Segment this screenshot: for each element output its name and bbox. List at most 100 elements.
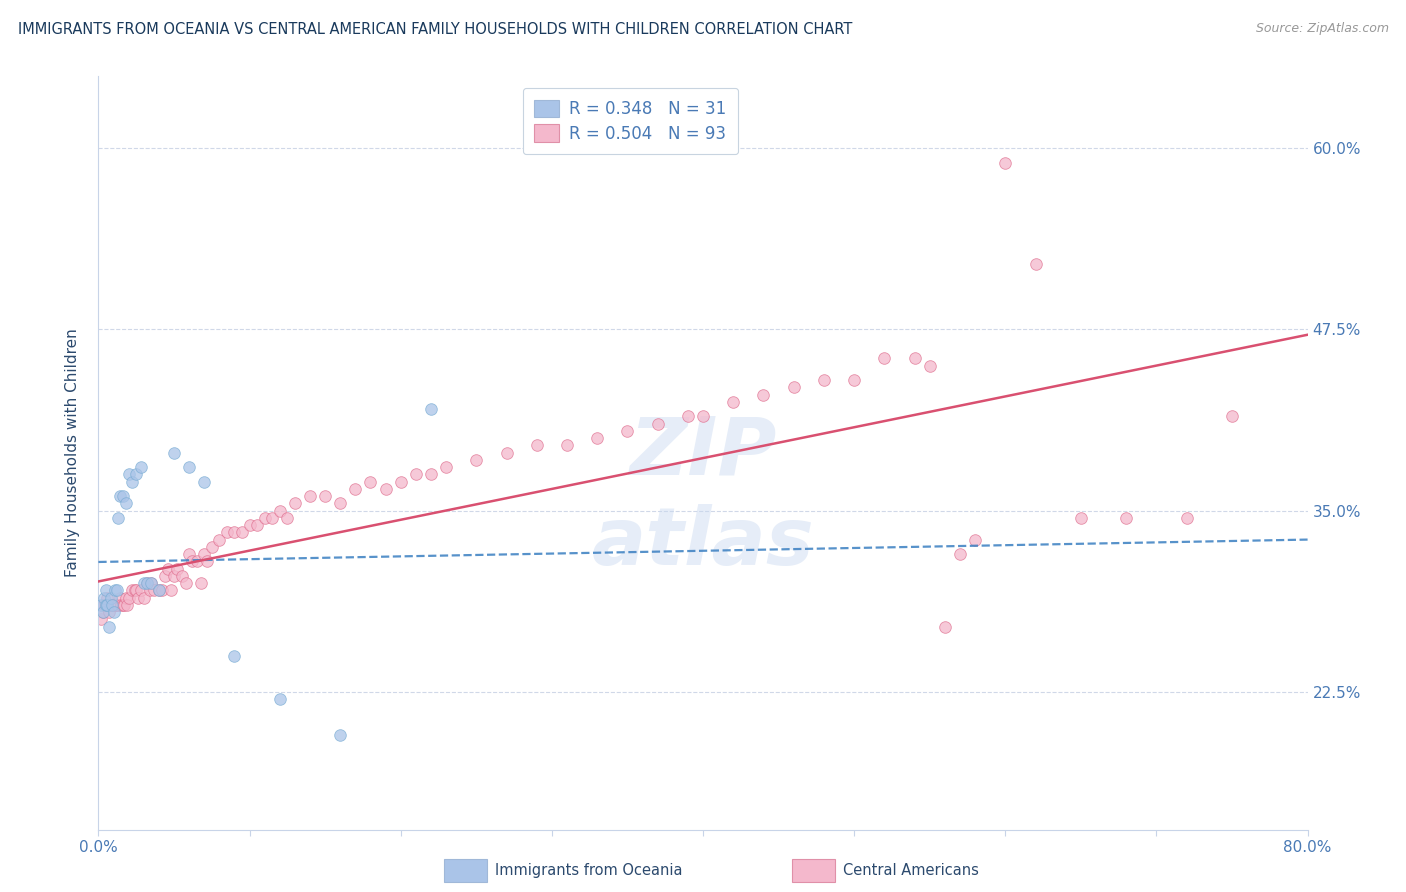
Point [231,525,253,540]
Point [965,533,987,547]
Point [141,576,163,591]
Point [179,547,201,561]
Point [239,518,262,533]
Point [193,547,215,561]
Point [224,525,246,540]
Point [181,554,204,568]
Point [105,583,128,598]
Point [105,598,128,612]
Point [215,525,238,540]
Point [208,533,231,547]
Point [179,460,201,475]
Point [186,554,208,568]
Point [934,619,956,633]
Point [104,583,127,598]
Point [111,489,134,503]
Point [299,489,322,503]
Point [262,511,284,525]
Point [174,576,197,591]
Point [125,467,148,482]
Point [96,591,118,605]
Point [121,583,143,598]
Point [91,605,114,619]
Point [269,503,291,517]
Point [201,540,224,554]
Point [465,453,488,467]
Point [141,576,163,591]
Point [329,728,352,742]
Point [90,598,112,612]
Point [616,424,638,438]
Point [160,583,183,598]
Point [1070,511,1092,525]
Point [101,598,124,612]
Point [1220,409,1243,424]
Point [813,373,835,387]
FancyBboxPatch shape [444,859,486,882]
Point [148,583,170,598]
Point [783,380,806,394]
Point [135,576,157,591]
Point [104,598,127,612]
Point [904,351,927,366]
Point [276,511,298,525]
Point [420,402,443,417]
Point [360,475,382,489]
Point [723,395,745,409]
Point [125,583,148,598]
Point [246,518,269,533]
Point [96,598,118,612]
Point [114,496,136,510]
Point [949,547,972,561]
Text: Central Americans: Central Americans [842,863,979,878]
Y-axis label: Family Households with Children: Family Households with Children [65,328,80,577]
Point [329,496,352,510]
Legend: R = 0.348   N = 31, R = 0.504   N = 93: R = 0.348 N = 31, R = 0.504 N = 93 [523,88,738,154]
Point [284,496,307,510]
Point [121,475,143,489]
Point [692,409,714,424]
Point [107,598,129,612]
Point [344,482,367,496]
Point [132,591,155,605]
Point [1024,257,1046,271]
Point [374,482,396,496]
Point [918,359,941,373]
Point [98,605,121,619]
Point [115,598,138,612]
Point [314,489,336,503]
Point [405,467,427,482]
Point [873,351,896,366]
Point [94,583,117,598]
Text: ZIP
atlas: ZIP atlas [592,414,814,582]
Point [94,598,117,612]
Point [103,598,125,612]
Point [103,605,125,619]
Point [166,562,188,576]
Point [93,598,115,612]
Point [224,648,246,663]
Point [112,598,135,612]
Point [129,460,152,475]
Point [101,598,124,612]
Point [110,598,132,612]
Point [118,591,141,605]
Point [135,576,157,591]
Point [420,467,443,482]
Point [114,591,136,605]
Point [91,605,114,619]
Point [132,576,155,591]
Point [118,467,141,482]
Point [90,612,112,626]
Point [156,562,179,576]
Text: Immigrants from Oceania: Immigrants from Oceania [495,863,682,878]
Point [586,431,609,445]
Point [100,591,122,605]
Point [752,387,775,401]
Point [389,475,412,489]
Point [150,583,173,598]
Point [526,438,548,452]
Point [127,591,149,605]
Point [555,438,578,452]
Point [434,460,457,475]
